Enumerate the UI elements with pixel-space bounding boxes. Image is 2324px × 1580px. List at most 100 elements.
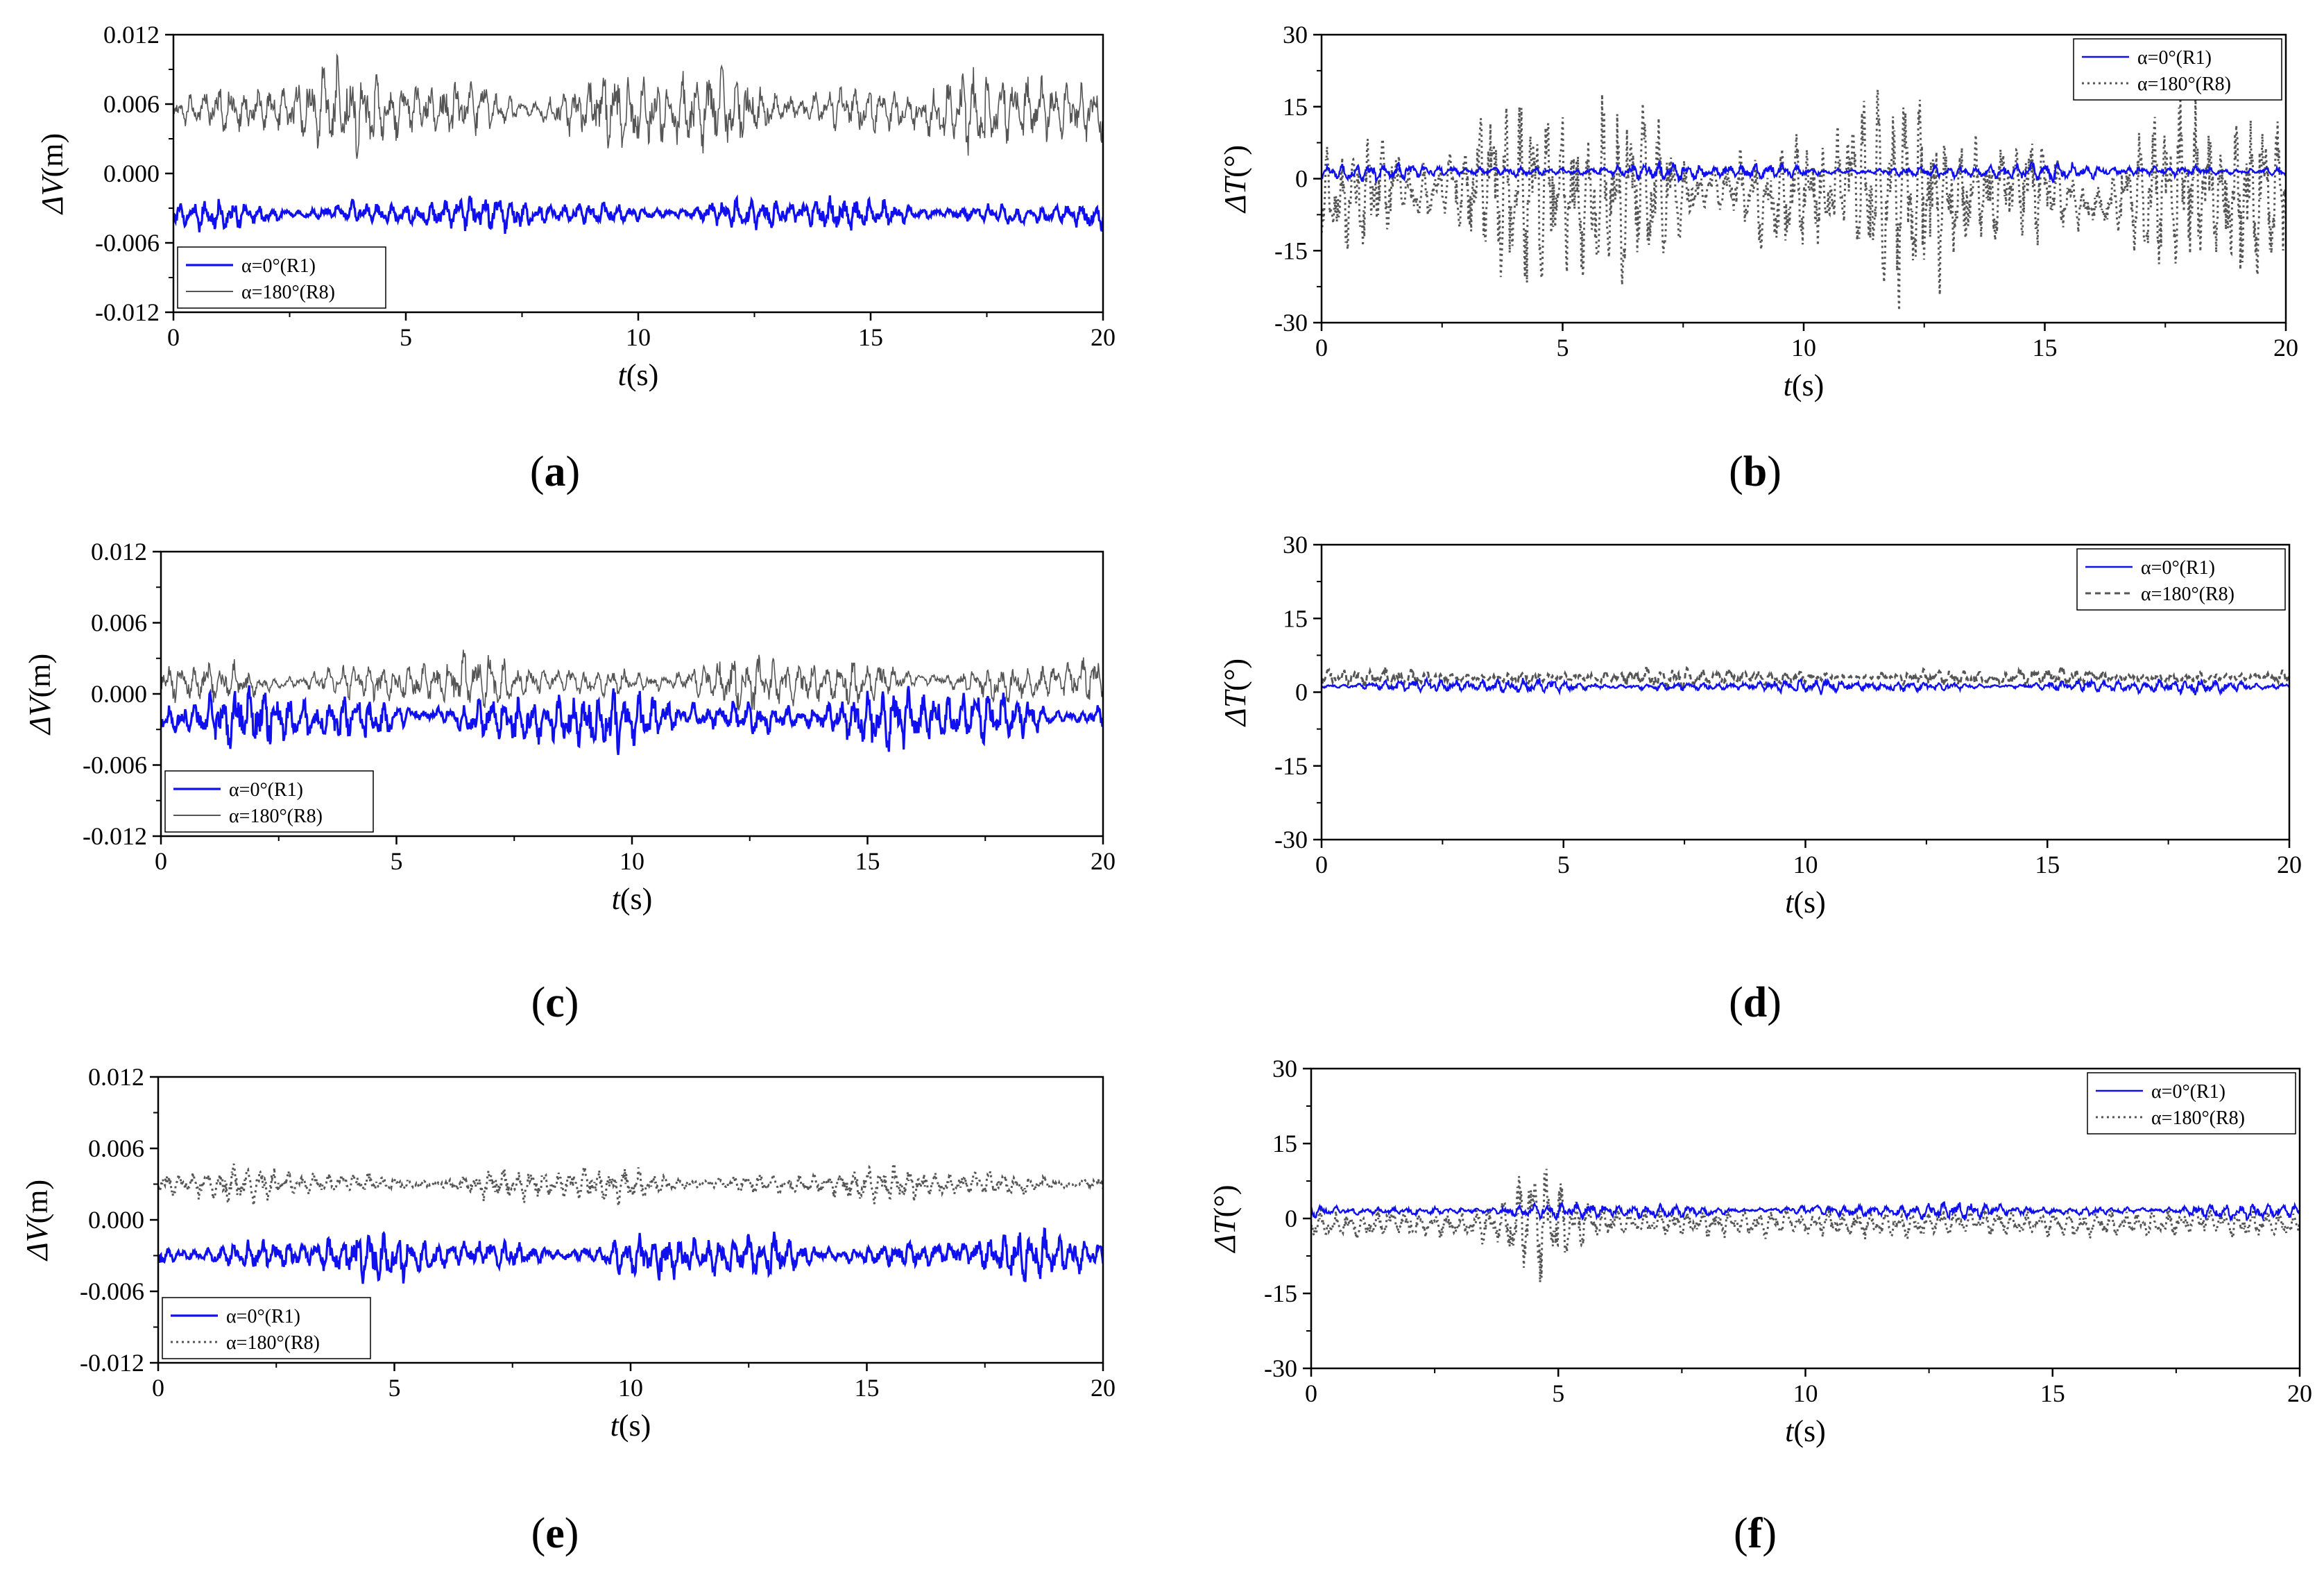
y-tick-label: 30 — [1283, 21, 1308, 49]
panel-paren-open: ( — [1729, 448, 1743, 495]
x-tick-label: 5 — [1552, 1379, 1564, 1407]
y-tick-label: -0.006 — [95, 229, 160, 257]
panel-label: (c) — [531, 979, 579, 1026]
y-axis-label: ΔT(°) — [1218, 659, 1252, 727]
legend-label-r8: α=180°(R8) — [226, 1332, 320, 1354]
y-tick-label: 0.000 — [103, 160, 160, 187]
y-axis-unit: (m) — [20, 1180, 54, 1224]
panel-label: (d) — [1729, 979, 1782, 1026]
y-tick-label: 0.012 — [91, 538, 147, 566]
panel-paren-close: ) — [565, 979, 579, 1026]
x-axis-var: t — [1785, 1414, 1795, 1448]
x-axis-var: t — [1785, 885, 1795, 919]
x-tick-label: 20 — [2277, 851, 2302, 878]
legend: α=0°(R1) α=180°(R8) — [162, 1297, 371, 1359]
y-axis-label: ΔT(°) — [1218, 145, 1252, 214]
y-tick-label: 0 — [1295, 679, 1308, 706]
panel-label: (a) — [530, 448, 580, 495]
y-tick-label: -15 — [1264, 1280, 1297, 1307]
series-line-r1 — [1322, 675, 2289, 697]
y-tick-label: -30 — [1274, 309, 1308, 337]
panel-a: 0 5 10 15 20 0.012 0.006 0.000 -0.006 -0.012 t(s) Δ… — [35, 21, 1116, 495]
panel-d: 0 5 10 15 20 30 15 0 -15 -30 t(s) ΔT(°) α=0°(R1) α=18… — [1218, 531, 2302, 1026]
y-tick-label: 30 — [1272, 1055, 1297, 1082]
panel-paren-close: ) — [1767, 448, 1782, 495]
panel-letter: d — [1743, 979, 1767, 1026]
x-axis-unit: (s) — [1793, 1414, 1825, 1448]
y-tick-label: -0.012 — [80, 1349, 144, 1377]
y-tick-label: 0.012 — [88, 1063, 144, 1091]
panel-paren-close: ) — [566, 448, 581, 495]
x-axis-var: t — [610, 1409, 620, 1443]
legend-label-r8: α=180°(R8) — [229, 806, 323, 827]
x-axis-label: t(s) — [1784, 368, 1825, 402]
y-axis-var: ΔT — [1218, 175, 1252, 214]
x-axis-var: t — [612, 882, 622, 916]
y-tick-label: -15 — [1274, 752, 1308, 780]
panel-e: 0 5 10 15 20 0.012 0.006 0.000 -0.006 -0.012 t(s) Δ… — [20, 1063, 1116, 1557]
x-tick-label: 20 — [2273, 334, 2298, 362]
panel-letter: a — [545, 448, 566, 495]
x-tick-label: 15 — [2040, 1379, 2065, 1407]
legend-label-r1: α=0°(R1) — [2151, 1081, 2225, 1103]
series-line-r1 — [158, 1227, 1103, 1284]
legend-label-r1: α=0°(R1) — [226, 1306, 300, 1327]
x-axis-var: t — [1784, 368, 1793, 402]
y-axis-unit: (°) — [1218, 145, 1252, 178]
panel-letter: b — [1743, 448, 1767, 495]
x-tick-label: 0 — [1315, 851, 1328, 878]
panel-label: (b) — [1729, 448, 1782, 495]
x-tick-label: 20 — [1091, 323, 1116, 351]
x-tick-label: 0 — [152, 1374, 164, 1402]
legend-label-r1: α=0°(R1) — [2141, 557, 2215, 579]
x-tick-label: 20 — [1091, 847, 1116, 875]
y-axis-var: ΔT — [1208, 1215, 1242, 1254]
legend-label-r1: α=0°(R1) — [229, 779, 303, 801]
series-line-r1 — [173, 194, 1103, 235]
series-line-r8 — [173, 53, 1103, 159]
x-axis-label: t(s) — [1785, 885, 1826, 919]
y-axis-var: ΔT — [1218, 688, 1252, 727]
series-line-r1 — [1322, 160, 2286, 184]
panel-f: 0 5 10 15 20 30 15 0 -15 -30 t(s) ΔT(°) α=0°(R1) α=18… — [1208, 1055, 2312, 1557]
x-axis-label: t(s) — [612, 882, 653, 916]
panel-letter: c — [545, 979, 565, 1026]
x-tick-label: 5 — [388, 1374, 401, 1402]
legend-box — [2087, 1072, 2296, 1135]
x-axis-unit: (s) — [1793, 885, 1825, 919]
x-tick-label: 5 — [400, 323, 412, 351]
series-line-r8 — [1322, 665, 2289, 692]
panel-paren-open: ( — [531, 979, 546, 1026]
y-axis-var: ΔV — [20, 1220, 54, 1262]
y-tick-label: -0.012 — [83, 822, 147, 850]
x-tick-label: 15 — [2033, 334, 2058, 362]
y-tick-label: 0 — [1295, 165, 1308, 193]
x-tick-label: 10 — [1791, 334, 1816, 362]
x-tick-label: 10 — [1793, 1379, 1818, 1407]
panel-paren-open: ( — [530, 448, 545, 495]
y-axis-var: ΔV — [35, 173, 69, 215]
y-axis-label: ΔV(m) — [23, 654, 57, 736]
legend-label-r1: α=0°(R1) — [2137, 47, 2212, 69]
y-tick-label: -0.012 — [95, 298, 160, 326]
x-axis-label: t(s) — [610, 1409, 651, 1443]
y-tick-label: -15 — [1274, 237, 1308, 264]
x-axis-unit: (s) — [619, 1409, 651, 1443]
x-tick-label: 10 — [626, 323, 651, 351]
y-tick-label: -0.006 — [80, 1277, 144, 1305]
legend: α=0°(R1) α=180°(R8) — [2076, 548, 2286, 611]
series-line-r8 — [158, 1163, 1103, 1207]
x-tick-label: 10 — [620, 847, 644, 875]
y-axis-label: ΔV(m) — [20, 1180, 54, 1262]
x-tick-label: 0 — [167, 323, 180, 351]
x-axis-unit: (s) — [626, 358, 658, 392]
y-tick-label: -30 — [1274, 826, 1308, 853]
y-tick-label: 15 — [1283, 604, 1308, 632]
y-axis-unit: (m) — [23, 654, 57, 698]
y-axis-var: ΔV — [23, 694, 57, 736]
y-tick-label: 0.000 — [91, 680, 147, 708]
x-tick-label: 5 — [391, 847, 403, 875]
panel-paren-open: ( — [1729, 979, 1743, 1026]
y-tick-label: 0.006 — [91, 609, 147, 637]
y-tick-label: 15 — [1272, 1130, 1297, 1157]
